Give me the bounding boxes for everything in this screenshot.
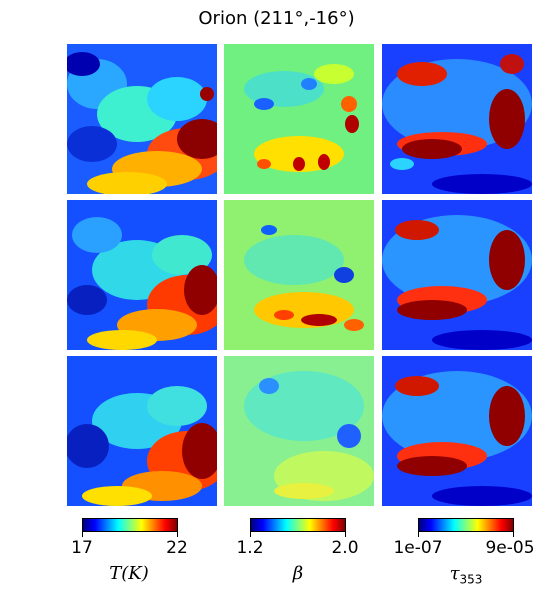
colorbar-tau (418, 518, 514, 532)
colorbar-temperature-max-label: 22 (166, 538, 188, 558)
colorbar-temperature-min-label: 17 (71, 538, 93, 558)
colorbar-temperature-quantity-label: T(K) (109, 563, 149, 584)
colorbar-tau-quantity-label: τ353 (449, 563, 483, 587)
colorbar-tau-max-tick (513, 532, 514, 537)
colorbar-temperature (82, 518, 178, 532)
map-beta-row2 (224, 200, 374, 350)
map-beta-row3 (224, 356, 374, 506)
colorbar-beta (250, 518, 346, 532)
map-tau-row1 (382, 44, 532, 194)
colorbar-temperature-max-tick (177, 532, 178, 537)
colorbar-beta-max-label: 2.0 (331, 538, 359, 558)
colorbar-tau-max-label: 9e-05 (485, 538, 535, 558)
colorbar-temperature-min-tick (82, 532, 83, 537)
colorbar-beta-min-label: 1.2 (236, 538, 264, 558)
map-temperature-row2 (67, 200, 217, 350)
colorbar-beta-min-tick (250, 532, 251, 537)
figure-title: Orion (211°,-16°) (198, 8, 355, 29)
colorbar-beta-max-tick (345, 532, 346, 537)
map-temperature-row3 (67, 356, 217, 506)
colorbar-tau-min-label: 1e-07 (393, 538, 443, 558)
map-tau-row2 (382, 200, 532, 350)
map-beta-row1 (224, 44, 374, 194)
map-tau-row3 (382, 356, 532, 506)
colorbar-tau-min-tick (418, 532, 419, 537)
map-temperature-row1 (67, 44, 217, 194)
colorbar-beta-quantity-label: β (292, 563, 304, 584)
